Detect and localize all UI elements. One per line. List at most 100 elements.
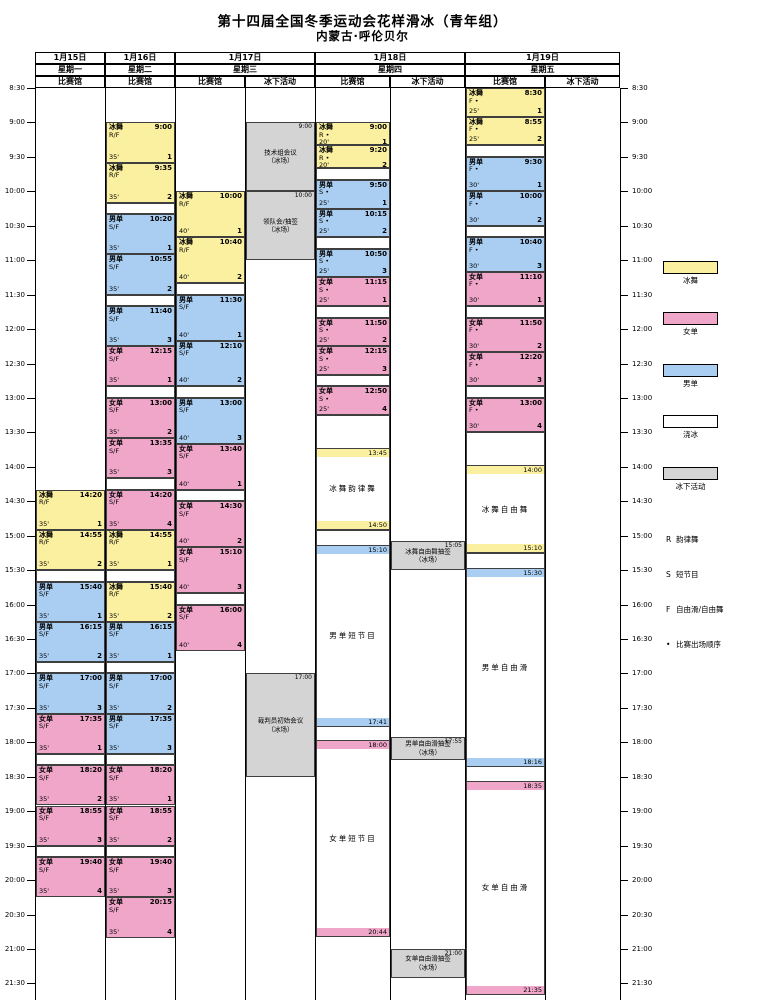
meeting-name: 女单自由滑抽签 （冰场） [393, 955, 463, 972]
session-start-time: 10:20 [149, 215, 172, 224]
session-top: 女单 13:35 S/F [109, 440, 172, 455]
date-cell: 1月17日 [175, 52, 315, 64]
session-segment: S/F [39, 722, 50, 731]
session-row3: 35' 3 [39, 836, 102, 844]
session-group-number: 2 [237, 273, 242, 282]
session-top: 男单 9:30 F • [469, 158, 542, 174]
session-duration: 25' [319, 267, 330, 276]
session-row3: 35' 1 [109, 796, 172, 803]
time-label-right: 13:30 [632, 428, 653, 437]
session-group-number: 3 [167, 743, 172, 752]
session-top: 冰舞 8:30 F • [469, 89, 542, 105]
session-top: 女单 11:50 S • [319, 318, 387, 335]
venue-header-cell: 比赛馆 [315, 76, 390, 88]
session-row1: 女单 11:50 [319, 318, 387, 328]
session-group-number: 1 [167, 376, 172, 385]
session-row1: 冰舞 9:00 [109, 124, 172, 132]
session-row3: 35' 3 [109, 469, 172, 476]
session-group-number: 1 [167, 244, 172, 253]
ice-resurface-block [466, 225, 545, 238]
session-group-number: 1 [382, 138, 387, 146]
event-end-strip: 18:16 [467, 757, 544, 766]
session-row1: 冰舞 14:55 [109, 531, 172, 540]
session-row3: 25' 2 [319, 337, 387, 344]
session-name: 男单 [109, 307, 123, 316]
session-name: 女单 [469, 398, 483, 407]
session-group-number: 4 [382, 405, 387, 414]
session-name: 女单 [319, 318, 333, 327]
session-row3: 25' 4 [319, 406, 387, 413]
meeting-block: 15:05 冰舞自由舞抽签 （冰场） [391, 541, 465, 571]
session-duration: 35' [39, 887, 50, 896]
time-tick-left [27, 914, 35, 916]
session-row1: 冰舞 14:55 [39, 530, 102, 540]
session-start-time: 16:15 [149, 622, 172, 631]
session-group-number: 4 [167, 519, 172, 528]
meeting-time: 17:55 [444, 737, 462, 745]
session-duration: 35' [109, 560, 120, 569]
session-top: 女单 12:15 S/F [109, 348, 172, 363]
session-block: 男单 10:55 S/F 35' 2 [106, 254, 175, 295]
session-top: 女单 12:50 S • [319, 388, 387, 403]
session-row1: 冰舞 10:00 [179, 193, 242, 201]
session-row1: 女单 19:40 [109, 859, 172, 867]
legend-note: R 韵律舞 [666, 535, 699, 544]
time-label-right: 12:00 [632, 325, 653, 334]
time-label-right: 10:00 [632, 187, 653, 196]
session-name: 冰舞 [39, 530, 53, 539]
session-group-number: 3 [167, 468, 172, 477]
session-duration: 40' [179, 583, 190, 592]
session-start-time: 11:30 [219, 295, 242, 304]
session-top: 冰舞 15:40 R/F [109, 583, 172, 599]
session-block: 女单 16:00 S/F 40' 4 [176, 604, 245, 651]
time-tick-left [27, 397, 35, 399]
session-top: 女单 16:00 S/F [179, 606, 242, 622]
time-tick-right [620, 880, 628, 882]
session-segment: S/F [179, 303, 190, 312]
session-name: 男单 [109, 714, 123, 723]
venue-header-cell: 冰下活动 [545, 76, 620, 88]
session-duration: 35' [109, 795, 120, 804]
session-row1: 男单 10:15 [319, 209, 387, 219]
session-segment: S/F [179, 406, 190, 415]
session-block: 女单 13:00 S/F 35' 2 [106, 397, 175, 439]
session-top: 女单 13:00 F • [469, 398, 542, 415]
session-start-time: 15:10 [219, 548, 242, 557]
ice-resurface-block [316, 375, 390, 387]
session-duration: 30' [469, 376, 480, 385]
session-group-number: 2 [237, 537, 242, 546]
session-name: 男单 [109, 215, 123, 224]
time-tick-right [620, 845, 628, 847]
session-start-time: 10:15 [364, 209, 387, 218]
session-block: 男单 17:00 S/F 35' 2 [106, 673, 175, 714]
session-top: 女单 11:10 F • [469, 273, 542, 289]
venue-header-cell: 比赛馆 [35, 76, 105, 88]
session-block: 男单 10:00 F • 30' 2 [466, 191, 545, 226]
session-top: 男单 12:10 S/F [179, 342, 242, 358]
session-block: 女单 17:35 S/F 35' 1 [36, 713, 105, 754]
session-top: 男单 10:20 S/F [109, 216, 172, 231]
session-start-time: 12:20 [519, 353, 542, 362]
session-segment: S/F [109, 905, 120, 914]
session-row3: 25' 2 [319, 228, 387, 235]
session-top: 男单 9:50 S • [319, 181, 387, 197]
legend-swatch [663, 261, 718, 274]
session-block: 女单 18:20 S/F 35' 1 [106, 765, 175, 806]
session-name: 女单 [39, 714, 53, 723]
session-block: 男单 11:40 S/F 35' 3 [106, 306, 175, 347]
session-duration: 35' [109, 611, 120, 620]
session-start-time: 10:50 [364, 249, 387, 258]
session-segment: S/F [39, 630, 50, 639]
time-tick-right [620, 329, 628, 331]
time-label-left: 11:00 [4, 256, 25, 265]
session-name: 女单 [319, 347, 333, 356]
session-row1: 女单 12:50 [319, 388, 387, 396]
session-group-number: 1 [537, 296, 542, 305]
meeting-venue: （冰场） [267, 225, 294, 234]
session-row1: 女单 11:15 [319, 279, 387, 287]
venue-header-cell: 冰下活动 [390, 76, 465, 88]
ice-resurface-block [316, 306, 390, 318]
session-name: 女单 [109, 490, 123, 499]
time-label-left: 10:00 [4, 187, 25, 196]
session-row3: 35' 2 [109, 611, 172, 620]
